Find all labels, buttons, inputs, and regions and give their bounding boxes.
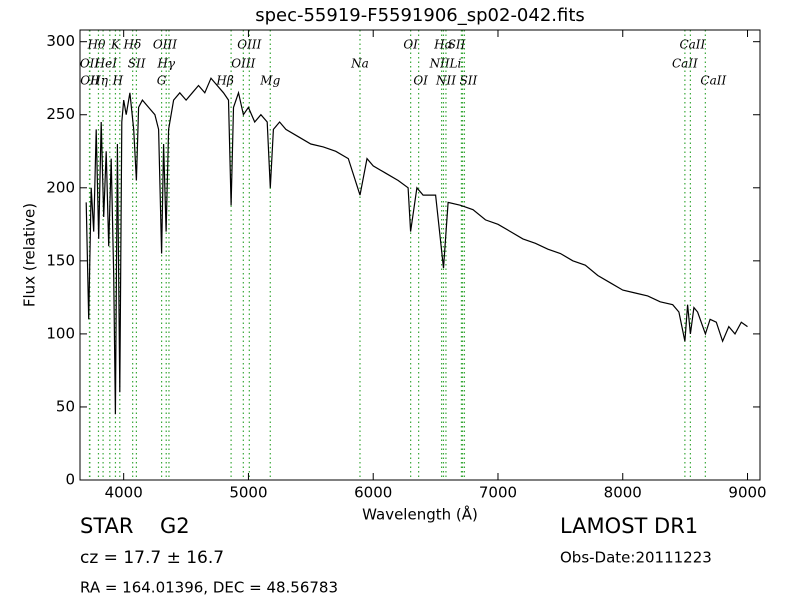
feature-label: OIII [237,38,261,52]
x-tick-label: 9000 [728,484,766,502]
feature-label: NII [429,57,450,71]
chart-title: spec-55919-F5591906_sp02-042.fits [255,5,585,26]
spectrum-line [85,77,748,415]
feature-label: Hη [89,74,108,88]
object-class: STAR [80,514,133,538]
coordinates: RA = 164.01396, DEC = 48.56783 [80,579,338,597]
feature-label: H [112,74,124,88]
feature-label: G [157,74,167,88]
y-tick-label: 300 [46,32,75,50]
feature-label: Hδ [123,38,142,52]
feature-label: Li [449,57,462,71]
feature-label: Hθ [87,38,106,52]
feature-label: CaII [700,74,726,88]
y-tick-label: 100 [46,324,75,342]
object-subclass: G2 [160,514,190,538]
x-tick-label: 4000 [105,484,143,502]
feature-label: K [110,38,121,52]
feature-label: NII [435,74,456,88]
feature-label: OII [80,57,100,71]
y-tick-label: 150 [46,251,75,269]
feature-label: CaII [679,38,705,52]
y-tick-label: 200 [46,178,75,196]
obs-date: Obs-Date:20111223 [560,549,712,567]
y-tick-label: 250 [46,105,75,123]
y-tick-label: 50 [56,397,75,415]
plot-frame [79,29,761,481]
feature-label: Mg [259,74,280,88]
x-tick-label: 6000 [354,484,392,502]
feature-label: OIII [153,38,177,52]
feature-label: CaII [672,57,698,71]
x-axis-label: Wavelength (Å) [362,505,478,524]
y-axis-label: Flux (relative) [21,203,39,307]
x-tick-label: 5000 [229,484,267,502]
feature-label: SII [460,74,478,88]
feature-label: SII [128,57,146,71]
x-tick-label: 7000 [479,484,517,502]
feature-label: OI [413,74,428,88]
feature-label: Na [350,57,369,71]
x-tick-label: 8000 [604,484,642,502]
feature-label: OII [80,74,100,88]
feature-label: Hβ [215,74,233,88]
feature-label: Hγ [156,57,175,71]
feature-label: SII [448,38,466,52]
feature-label: HeI [94,57,118,71]
feature-label: OI [403,38,418,52]
feature-label: OIII [231,57,255,71]
redshift: cz = 17.7 ± 16.7 [80,548,224,568]
feature-label: Hα [433,38,453,52]
survey: LAMOST DR1 [560,514,698,538]
y-tick-label: 0 [65,471,75,489]
